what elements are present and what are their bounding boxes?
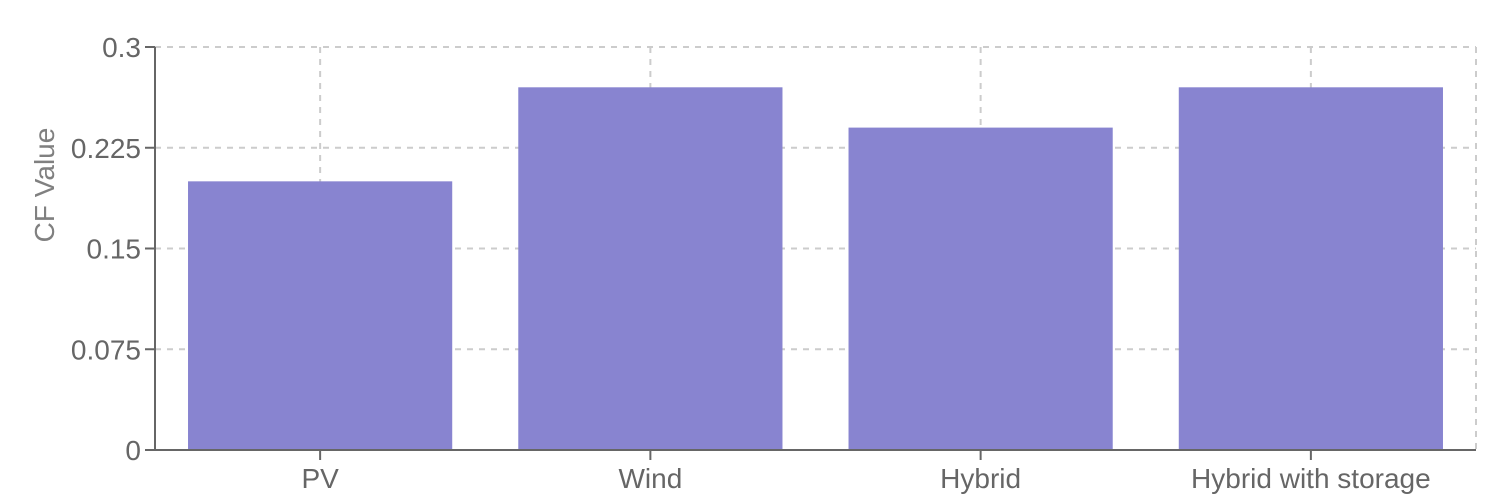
y-tick-label: 0.15 (87, 234, 142, 265)
y-tick-label: 0.3 (102, 32, 141, 63)
bars (188, 87, 1443, 451)
x-tick-label: Wind (618, 463, 682, 494)
x-tick-label: PV (301, 463, 339, 494)
x-tick-label: Hybrid (940, 463, 1021, 494)
bar-pv (188, 181, 453, 451)
y-tick-label: 0 (125, 435, 141, 466)
bar-wind (518, 87, 783, 451)
y-tick-label: 0.075 (71, 334, 141, 365)
x-tick-label: Hybrid with storage (1191, 463, 1431, 494)
bar-hybrid (848, 127, 1113, 450)
y-axis-title: CF Value (29, 128, 60, 243)
ticks: 0 0.075 0.15 0.225 0.3 PV Wind Hybrid Hybrid wit… (71, 32, 1431, 494)
bar-hybrid-with-storage (1178, 87, 1443, 451)
y-tick-label: 0.225 (71, 133, 141, 164)
